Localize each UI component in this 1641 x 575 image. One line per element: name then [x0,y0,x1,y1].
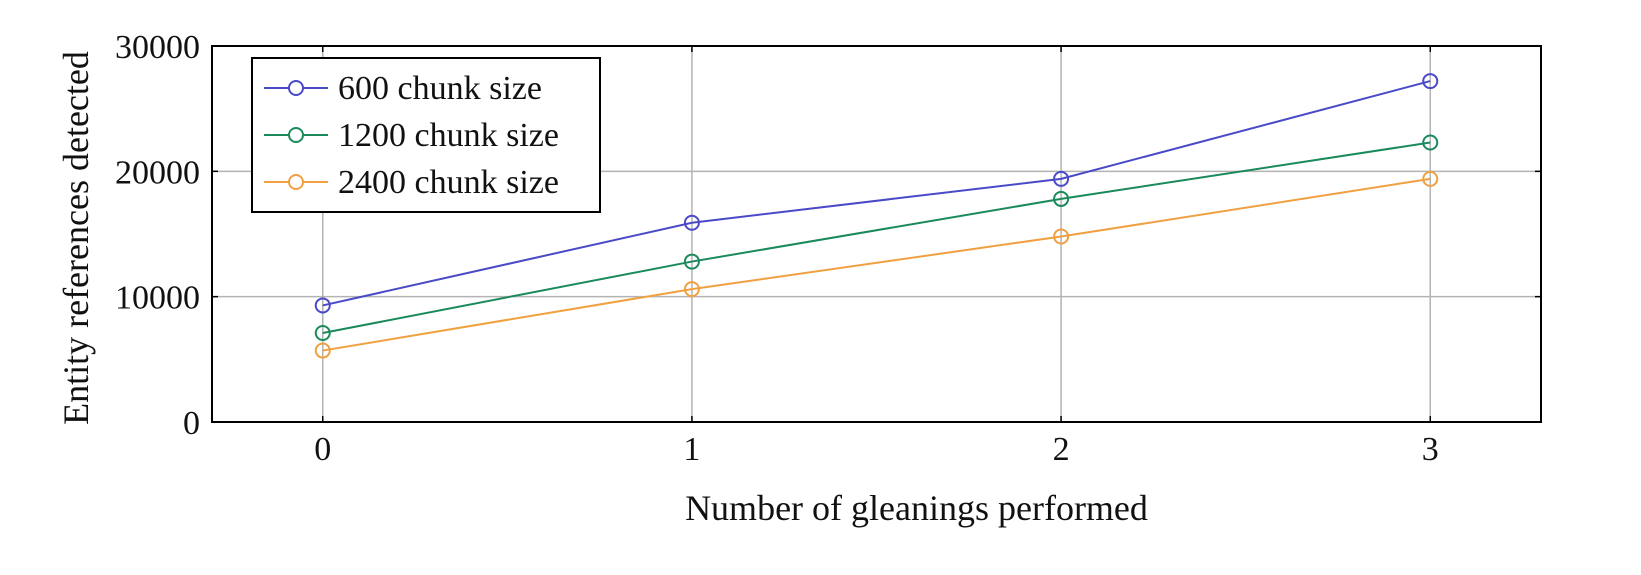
legend-item: 1200 chunk size [264,117,559,154]
data-point [1053,190,1070,207]
legend-swatch-marker [288,174,304,190]
x-tick-label: 0 [314,431,331,468]
x-tick-label: 2 [1053,431,1070,468]
series-line [322,141,1431,334]
data-point [314,342,331,359]
data-point [314,325,331,342]
y-tick-label: 30000 [115,29,200,66]
legend-item: 2400 chunk size [264,164,559,201]
data-point [1422,134,1439,151]
data-point [1422,73,1439,90]
data-point [683,281,700,298]
x-tick-label: 1 [683,431,700,468]
data-point [1053,170,1070,187]
series [314,134,1439,342]
data-point [314,297,331,314]
plot-area-frame [211,45,1542,423]
y-tick-label: 0 [183,405,200,442]
y-tick-label: 10000 [115,280,200,317]
series-line [322,177,1431,352]
legend-swatch-marker [288,80,304,96]
y-tick-label: 20000 [115,154,200,191]
legend-label: 2400 chunk size [338,164,559,201]
x-tick-label: 3 [1422,431,1439,468]
legend-item: 600 chunk size [264,70,542,107]
y-axis-title: Entity references detected [56,51,96,425]
series-line [322,80,1431,307]
legend-label: 1200 chunk size [338,117,559,154]
data-point [683,214,700,231]
data-point [1053,228,1070,245]
series [314,170,1439,359]
legend-label: 600 chunk size [338,70,542,107]
data-point [1422,170,1439,187]
legend: 600 chunk size 1200 chunk size 2400 chunk … [251,57,601,213]
data-point [683,253,700,270]
x-axis-title: Number of gleanings performed [685,488,1148,528]
series-lines [314,73,1439,359]
series [314,73,1439,314]
axis-ticks: 0 1 2 3 0 10000 20000 30000 [115,29,1541,468]
legend-swatch-marker [288,127,304,143]
